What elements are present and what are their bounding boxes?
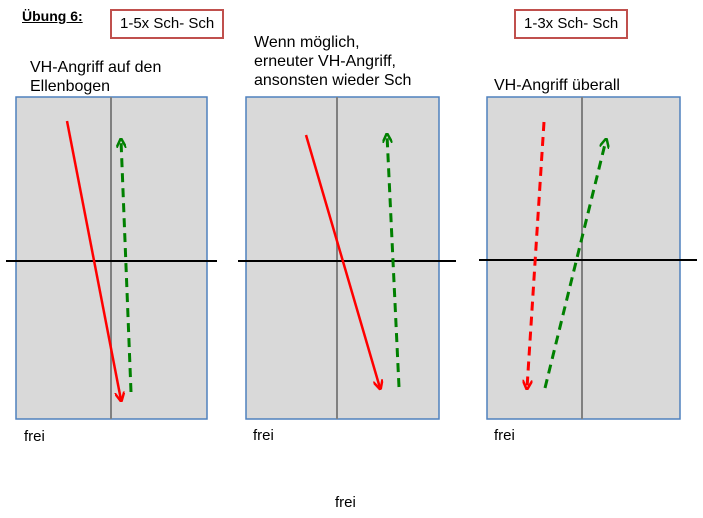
solid-red-arrow-1 [65, 120, 121, 400]
panel-2-free-label: frei [253, 427, 274, 444]
solid-red-arrow-2 [304, 134, 380, 388]
panel-1-caption-line-2: Ellenbogen [30, 78, 111, 95]
panel-2-caption-line-2: erneuter VH-Angriff, [254, 53, 396, 70]
panel-1-free-label: frei [24, 428, 45, 445]
panel-3-caption: VH-Angriff überall [494, 76, 620, 95]
panel-2-caption: Wenn möglich, erneuter VH-Angriff, anson… [254, 33, 411, 90]
panel-1-caption: VH-Angriff auf den Ellenbogen [30, 58, 161, 96]
dashed-green-arrow-3 [543, 140, 606, 389]
panel-2-caption-line-1: Wenn möglich, [254, 34, 360, 51]
bottom-free-label: frei [335, 494, 356, 511]
dashed-green-arrow-1 [121, 140, 133, 393]
panel-2-caption-line-3: ansonsten wieder Sch [254, 72, 412, 89]
panel-3-badge: 1-3x Sch- Sch [514, 9, 629, 39]
panel-3-free-label: frei [494, 427, 515, 444]
dashed-green-arrow-2 [387, 135, 401, 388]
table-3 [486, 96, 681, 420]
panel-1-badge: 1-5x Sch- Sch [110, 9, 225, 39]
panel-1-caption-line-1: VH-Angriff auf den [30, 59, 162, 76]
panel-3-caption-line-1: VH-Angriff überall [494, 77, 620, 94]
exercise-title: Übung 6: [22, 8, 83, 24]
